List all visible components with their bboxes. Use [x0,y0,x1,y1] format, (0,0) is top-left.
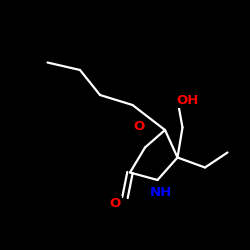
Text: O: O [133,120,144,133]
Text: NH: NH [150,186,172,199]
Text: O: O [109,197,120,210]
Text: OH: OH [176,94,199,106]
